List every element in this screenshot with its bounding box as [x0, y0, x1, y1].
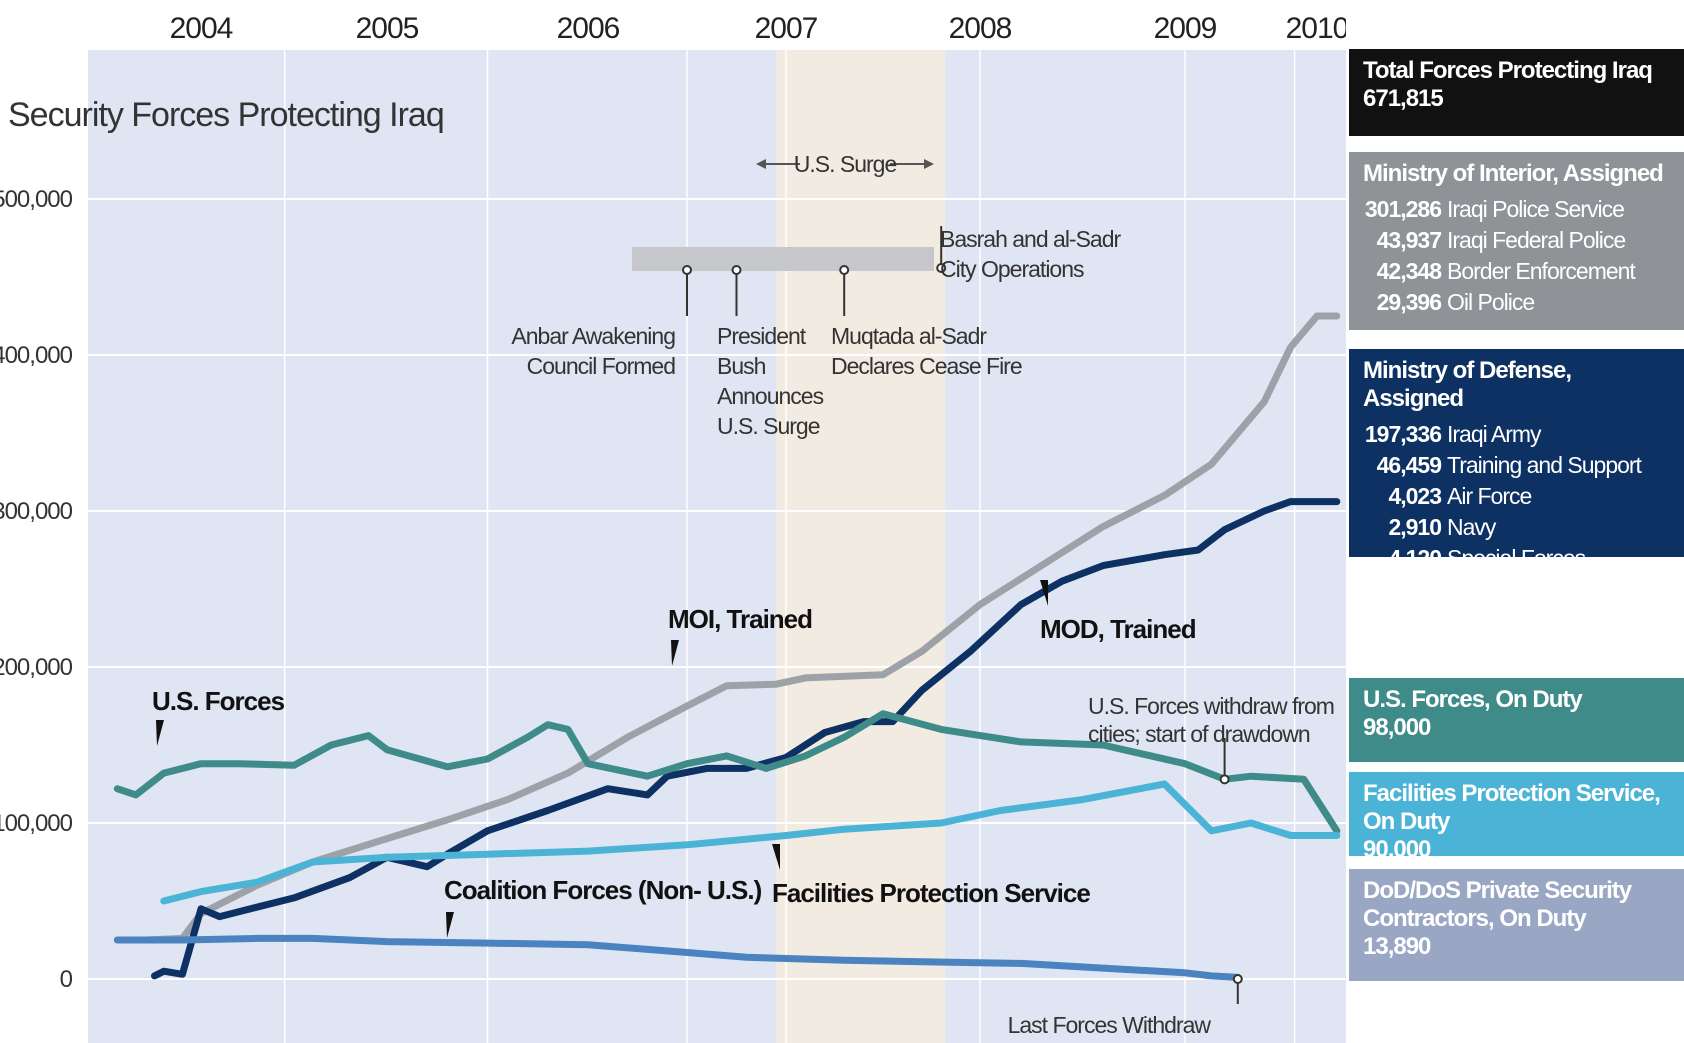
- mod-row: 4,023 Air Force: [1388, 483, 1532, 509]
- event-label: Muqtada al-Sadr: [831, 323, 987, 349]
- series-line-mod-trained: [151, 498, 1341, 980]
- event-label: Declares Cease Fire: [831, 353, 1022, 379]
- x-tick-label: 2009: [1154, 12, 1217, 45]
- y-tick-label: 200,000: [0, 654, 73, 681]
- annotation-marker: [1219, 774, 1230, 785]
- event-markers: Anbar Awakening Council Formed President Bu…: [511, 226, 1123, 439]
- panel-moi-assigned: Ministry of Interior, Assigned 301,286 Ir…: [1349, 152, 1684, 330]
- annotation-text: Last Forces Withdraw: [1008, 1012, 1212, 1038]
- moi-row: 29,396 Oil Police: [1376, 289, 1536, 315]
- y-tick-label: 500,000: [0, 186, 73, 213]
- moi-row: 301,286 Iraqi Police Service: [1364, 196, 1625, 222]
- y-tick-label: 100,000: [0, 810, 73, 837]
- label-coalition: Coalition Forces (Non- U.S.): [444, 875, 762, 905]
- panel-us-forces: U.S. Forces, On Duty 98,000: [1349, 678, 1684, 762]
- x-tick-label: 2007: [755, 12, 818, 45]
- label-mod-trained: MOD, Trained: [1040, 614, 1196, 644]
- series-line-u-s-forces: [113, 710, 1341, 835]
- mod-row: 197,336 Iraqi Army: [1364, 421, 1542, 447]
- panel-total-forces: Total Forces Protecting Iraq 671,815: [1349, 49, 1684, 136]
- surge-label: U.S. Surge: [794, 151, 897, 177]
- event-marker: [839, 265, 850, 275]
- plot-background: [88, 50, 1346, 1043]
- panel-fps-title: Facilities Protection Service, On Duty: [1363, 780, 1661, 835]
- x-tick-label: 2010: [1286, 12, 1346, 45]
- moi-row: 42,348 Border Enforcement: [1376, 258, 1636, 284]
- mod-row: 4,120 Special Forces: [1388, 545, 1586, 571]
- label-fps: Facilities Protection Service: [772, 878, 1090, 908]
- mod-row: 2,910 Navy: [1388, 514, 1496, 540]
- annotation-text: U.S. Forces withdraw from: [1088, 693, 1334, 719]
- annotation-text: cities; start of drawdown: [1088, 721, 1310, 747]
- series-lines: [113, 312, 1341, 981]
- event-label: Basrah and al-Sadr: [940, 226, 1122, 252]
- mod-row: 46,459 Training and Support: [1376, 452, 1642, 478]
- event-label: U.S. Surge: [717, 413, 820, 439]
- event-label: President: [717, 323, 807, 349]
- surge-arrow: U.S. Surge: [756, 151, 934, 177]
- panel-moi-title: Ministry of Interior, Assigned: [1363, 160, 1664, 187]
- x-tick-label: 2008: [949, 12, 1012, 45]
- x-axis-ticks: 2004 2005 2006 2007 2008 2009 2010: [170, 12, 1346, 45]
- security-forces-chart: 500,000 400,000 300,000 200,000 100,000 0 200…: [0, 12, 1346, 1043]
- panel-us-title: U.S. Forces, On Duty: [1363, 686, 1583, 713]
- annotation-marker: [1232, 974, 1243, 984]
- panel-contractors-title: DoD/DoS Private Security Contractors, On…: [1363, 877, 1632, 932]
- event-label: Anbar Awakening: [511, 323, 675, 349]
- event-timeline-bar: [632, 247, 934, 271]
- label-moi-trained: MOI, Trained: [668, 604, 812, 634]
- event-marker: [731, 265, 742, 275]
- panel-contractors: DoD/DoS Private Security Contractors, On…: [1349, 869, 1684, 981]
- event-label: Announces: [717, 383, 824, 409]
- panel-contractors-value: 13,890: [1363, 933, 1431, 960]
- x-tick-label: 2006: [557, 12, 620, 45]
- panel-total-title: Total Forces Protecting Iraq: [1363, 57, 1653, 84]
- surge-band: [776, 50, 946, 1043]
- y-axis-ticks: 500,000 400,000 300,000 200,000 100,000 0: [0, 186, 74, 993]
- y-tick-label: 0: [60, 966, 73, 993]
- panel-mod-title: Ministry of Defense, Assigned: [1363, 357, 1572, 412]
- y-tick-label: 300,000: [0, 498, 73, 525]
- x-tick-label: 2004: [170, 12, 233, 45]
- event-marker: [936, 263, 947, 273]
- chart-title: Security Forces Protecting Iraq: [8, 96, 444, 134]
- y-tick-label: 400,000: [0, 342, 73, 369]
- panel-fps: Facilities Protection Service, On Duty 9…: [1349, 772, 1684, 863]
- label-us-forces: U.S. Forces: [152, 686, 285, 716]
- x-tick-label: 2005: [356, 12, 419, 45]
- series-labels: MOI, Trained MOD, Trained U.S. Forces Fa…: [152, 580, 1197, 938]
- series-line-facilities-protection-service: [160, 780, 1341, 905]
- panel-us-value: 98,000: [1363, 714, 1431, 741]
- panel-total-value: 671,815: [1363, 85, 1444, 112]
- event-label: City Operations: [940, 256, 1084, 282]
- panel-fps-value: 90,000: [1363, 836, 1431, 863]
- series-line-coalition-forces-non-u-s: [113, 934, 1242, 981]
- moi-row: 43,937 Iraqi Federal Police: [1376, 227, 1627, 253]
- event-label: Council Formed: [527, 353, 676, 379]
- panel-mod-assigned: Ministry of Defense, Assigned 197,336 Ira…: [1349, 349, 1684, 571]
- event-label: Bush: [717, 353, 766, 379]
- event-marker: [682, 265, 692, 275]
